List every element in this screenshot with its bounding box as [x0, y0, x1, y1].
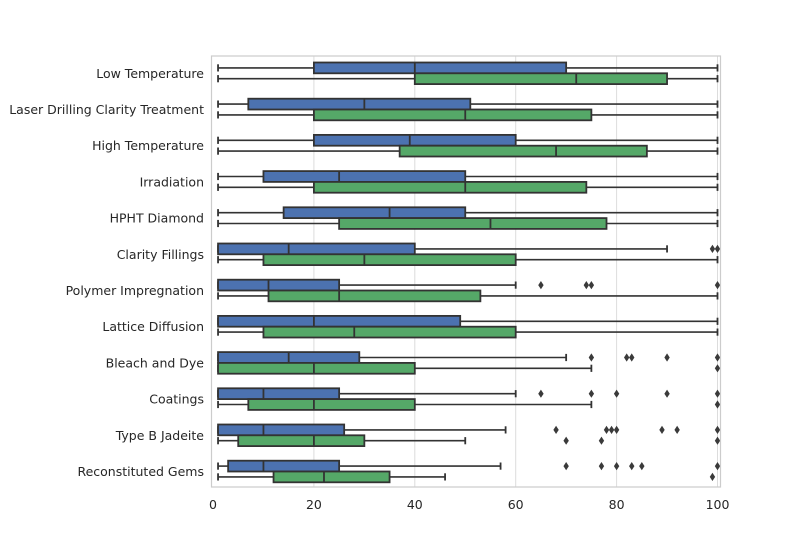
iqr-box: [282, 206, 467, 220]
outlier-marker: [613, 389, 620, 398]
outlier-marker: [613, 425, 620, 434]
outlier-marker: [588, 389, 595, 398]
outlier-marker: [674, 425, 680, 434]
outlier-marker: [563, 462, 569, 471]
box-series-2-green-4: [217, 217, 719, 230]
xtick-label-60: 60: [508, 497, 524, 512]
iqr-box: [217, 278, 341, 292]
box-series-1-blue-11: [217, 459, 721, 473]
box-series-1-blue-9: [217, 387, 721, 400]
ytick-label-5: Clarity Fillings: [117, 247, 204, 262]
outlier-marker: [608, 425, 615, 434]
outlier-marker: [623, 353, 630, 362]
iqr-box: [312, 180, 588, 194]
xtick-label-80: 80: [609, 497, 625, 512]
outlier-marker: [629, 353, 635, 362]
iqr-box: [312, 133, 517, 147]
outlier-marker: [714, 400, 721, 409]
outlier-marker: [588, 353, 595, 362]
ytick-label-3: Irradiation: [140, 174, 204, 189]
outlier-marker: [714, 436, 721, 445]
iqr-box: [338, 217, 608, 230]
ytick-label-6: Polymer Impregnation: [66, 283, 204, 298]
box-series-2-green-10: [217, 434, 721, 447]
outlier-marker: [583, 281, 590, 290]
box-series-2-green-5: [217, 253, 719, 267]
iqr-box: [217, 242, 416, 256]
outlier-marker: [709, 244, 716, 253]
iqr-box: [312, 108, 593, 122]
outlier-marker: [714, 364, 721, 373]
iqr-box: [272, 470, 391, 484]
box-series-2-green-2: [217, 144, 719, 158]
box-series-2-green-6: [217, 289, 719, 303]
outlier-marker: [629, 462, 635, 471]
ytick-label-1: Laser Drilling Clarity Treatment: [9, 102, 204, 117]
ytick-label-11: Reconstituted Gems: [77, 464, 204, 479]
iqr-box: [217, 423, 346, 437]
outlier-marker: [714, 389, 721, 398]
iqr-box: [227, 459, 341, 473]
iqr-box: [262, 170, 467, 183]
ytick-label-10: Type B Jadeite: [115, 428, 205, 443]
outlier-marker: [538, 389, 544, 398]
ytick-label-4: HPHT Diamond: [110, 211, 204, 226]
box-series-2-green-11: [217, 470, 716, 484]
outlier-marker: [709, 472, 716, 481]
outlier-marker: [588, 281, 595, 290]
outlier-marker: [714, 281, 721, 290]
ytick-label-8: Bleach and Dye: [106, 355, 205, 370]
outlier-marker: [563, 436, 569, 445]
outlier-marker: [664, 389, 670, 398]
outlier-marker: [639, 462, 645, 471]
outlier-marker: [714, 462, 721, 471]
outlier-marker: [553, 425, 559, 434]
outlier-marker: [714, 353, 721, 362]
box-series-2-green-0: [217, 72, 719, 86]
iqr-box: [247, 97, 472, 111]
iqr-box: [267, 289, 482, 303]
outlier-marker: [598, 436, 605, 445]
box-series-2-green-9: [217, 398, 721, 411]
iqr-box: [413, 72, 668, 86]
iqr-box: [217, 314, 462, 328]
outlier-marker: [538, 281, 544, 290]
iqr-box: [262, 253, 517, 267]
iqr-box: [312, 61, 568, 75]
box-series-2-green-3: [217, 180, 719, 194]
ytick-label-2: High Temperature: [92, 138, 204, 153]
box-series-2-green-1: [217, 108, 719, 122]
outlier-marker: [714, 425, 721, 434]
ytick-label-0: Low Temperature: [96, 66, 204, 81]
box-series-2-green-8: [217, 361, 721, 375]
iqr-box: [398, 144, 648, 158]
xtick-label-40: 40: [407, 497, 423, 512]
box-series-2-green-7: [217, 325, 719, 339]
xtick-label-0: 0: [209, 497, 217, 512]
outlier-marker: [659, 425, 665, 434]
iqr-box: [217, 361, 416, 375]
xtick-label-100: 100: [706, 497, 730, 512]
outlier-marker: [714, 244, 721, 253]
outlier-marker: [664, 353, 670, 362]
outlier-marker: [598, 462, 605, 471]
outlier-marker: [603, 425, 610, 434]
outlier-marker: [613, 462, 620, 471]
ytick-label-7: Lattice Diffusion: [102, 319, 204, 334]
iqr-box: [237, 434, 366, 447]
plot-border: [210, 55, 722, 488]
xtick-label-20: 20: [306, 497, 322, 512]
iqr-box: [247, 398, 416, 411]
iqr-box: [262, 325, 517, 339]
iqr-box: [217, 387, 341, 400]
ytick-label-9: Coatings: [149, 392, 204, 407]
